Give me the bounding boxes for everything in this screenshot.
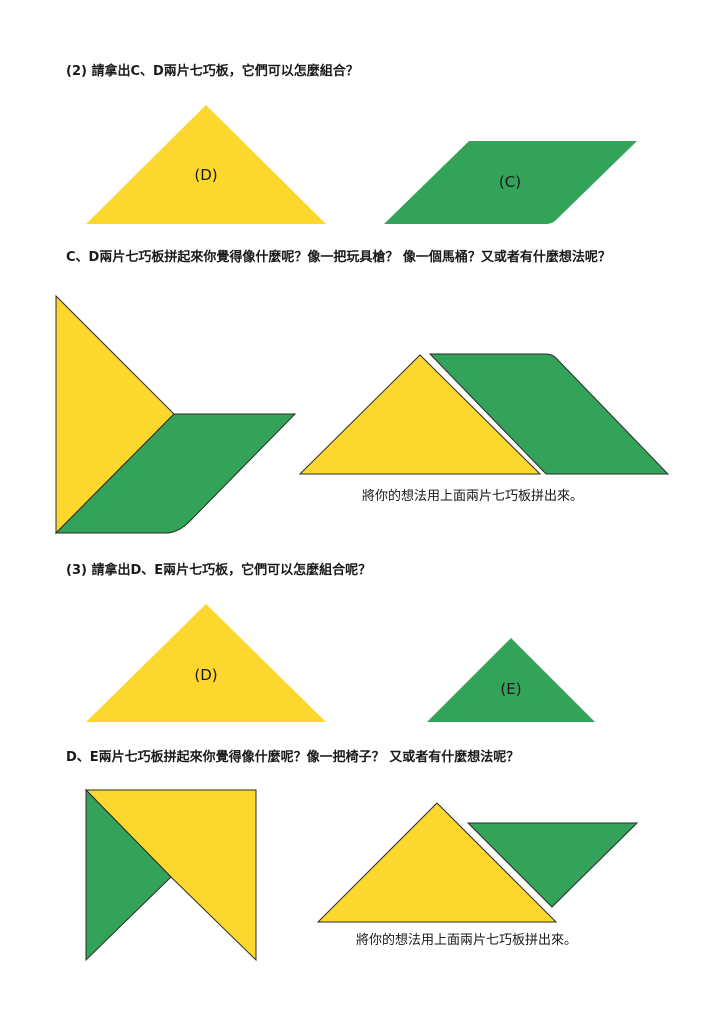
section3-caption: 將你的想法用上面兩片七巧板拼出來。 bbox=[356, 933, 578, 948]
label-e: (E) bbox=[500, 680, 521, 698]
label-d: (D) bbox=[194, 166, 217, 184]
combo2-green-parallelogram bbox=[428, 353, 670, 475]
section3-question: (3) 請拿出D、E兩片七巧板，它們可以怎麼組合呢？ bbox=[66, 563, 372, 578]
piece-e-triangle bbox=[427, 638, 595, 722]
combo1-green-parallelogram bbox=[54, 413, 297, 534]
combo4-yellow-triangle bbox=[316, 802, 558, 923]
combo2-yellow-triangle bbox=[298, 354, 542, 475]
label-d-2: (D) bbox=[194, 666, 217, 684]
section2-caption: 將你的想法用上面兩片七巧板拼出來。 bbox=[362, 489, 584, 504]
combo3-green-triangle bbox=[85, 788, 172, 962]
section2-prompt: C、D兩片七巧板拼起來你覺得像什麼呢？像一把玩具槍？ 像一個馬桶？又或者有什麼想… bbox=[66, 250, 611, 265]
piece-c-parallelogram bbox=[384, 141, 637, 224]
section2-question: (2) 請拿出C、D兩片七巧板，它們可以怎麼組合？ bbox=[66, 64, 359, 79]
piece-d-triangle bbox=[86, 105, 326, 224]
piece-d-triangle-2 bbox=[86, 604, 326, 722]
combo4-green-triangle bbox=[466, 822, 639, 908]
section3-prompt: D、E兩片七巧板拼起來你覺得像什麼呢？像一把椅子？ 又或者有什麼想法呢？ bbox=[66, 750, 520, 765]
label-c: (C) bbox=[499, 173, 521, 191]
